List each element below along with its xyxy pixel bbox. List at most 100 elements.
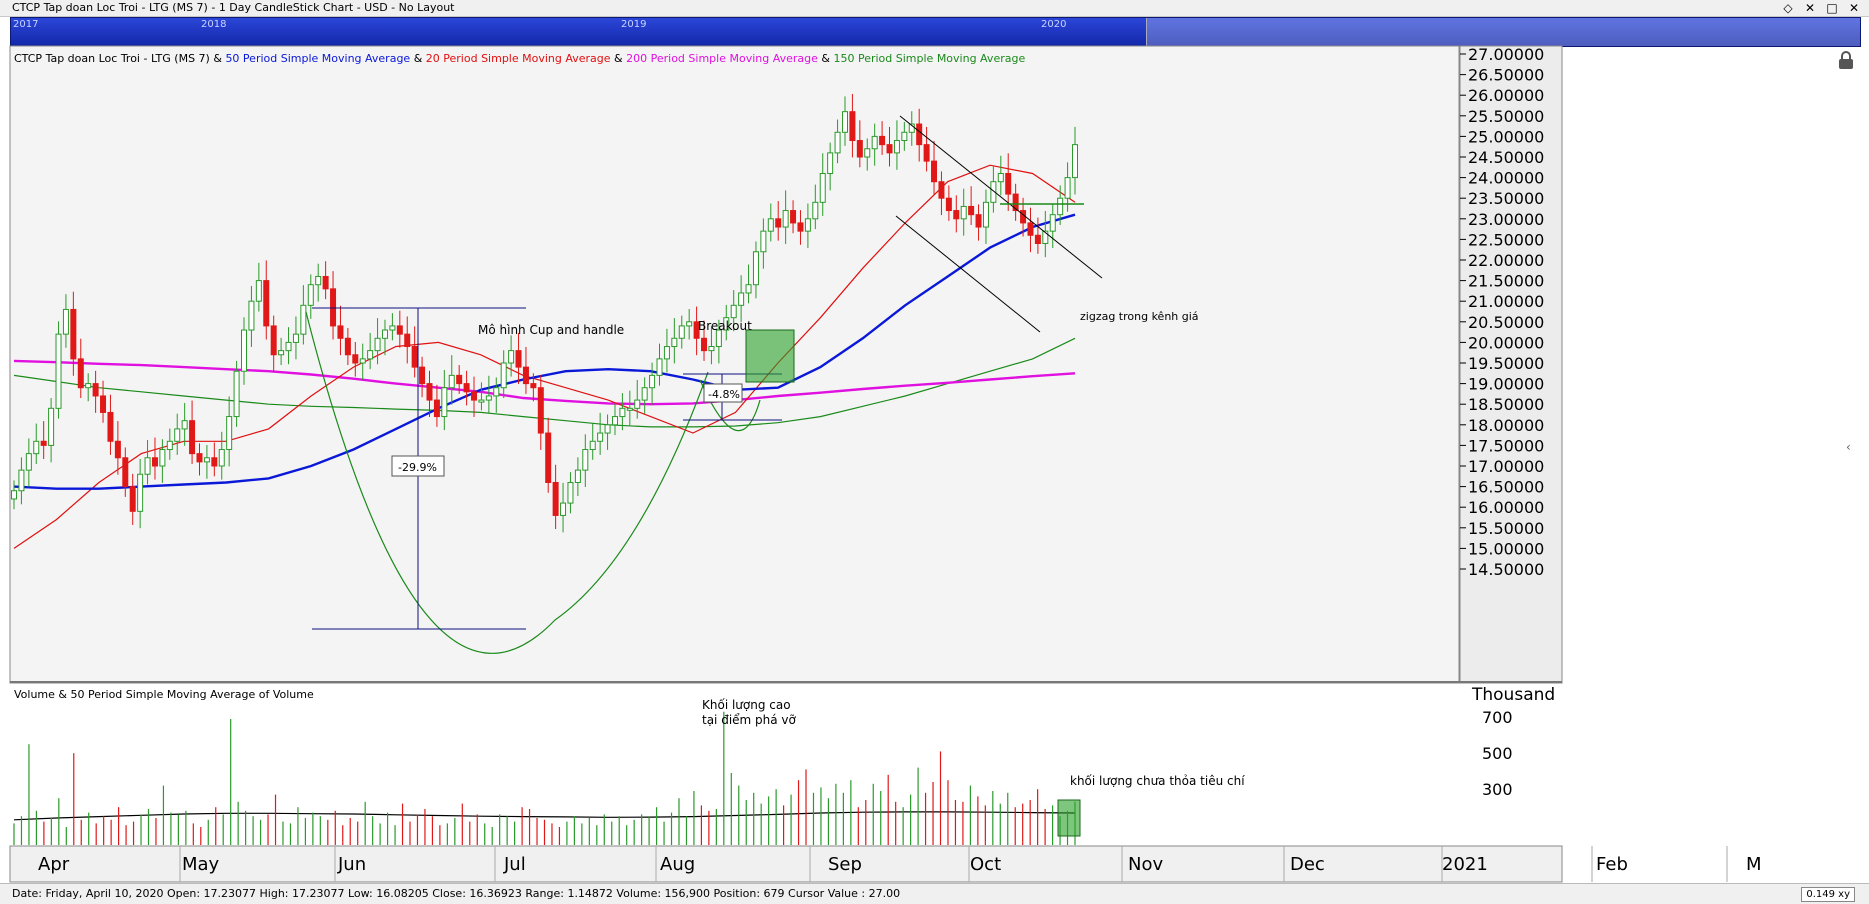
candle-body bbox=[626, 407, 633, 411]
price-tick-label: 27.00000 bbox=[1468, 45, 1544, 64]
candle-body bbox=[1027, 222, 1034, 236]
candle-body bbox=[278, 350, 285, 356]
price-tick-label: 23.00000 bbox=[1468, 210, 1544, 229]
candle-body bbox=[404, 333, 411, 348]
candle-body bbox=[1020, 210, 1027, 224]
candle-body bbox=[893, 140, 900, 154]
candle-body bbox=[790, 210, 797, 224]
candle-body bbox=[916, 123, 923, 146]
maximize-icon[interactable]: □ bbox=[1826, 1, 1838, 15]
overview-year-2020: 2020 bbox=[1041, 19, 1067, 30]
candle-body bbox=[1034, 234, 1041, 245]
candle-body bbox=[159, 449, 166, 467]
low-volume-box bbox=[1057, 799, 1081, 837]
candle-body bbox=[374, 337, 381, 352]
candle-body bbox=[819, 172, 826, 203]
candle-body bbox=[203, 457, 210, 463]
candle-body bbox=[619, 407, 626, 418]
candle-body bbox=[463, 383, 470, 393]
candle-body bbox=[359, 358, 366, 364]
overview-selection-handle[interactable] bbox=[1146, 18, 1860, 46]
price-tick-label: 15.50000 bbox=[1468, 519, 1544, 538]
candle-body bbox=[241, 329, 248, 372]
channel-upper-line bbox=[899, 115, 1103, 279]
price-tick-label: 19.00000 bbox=[1468, 375, 1544, 394]
legend-item-5: & bbox=[817, 52, 834, 65]
candle-body bbox=[560, 502, 567, 516]
price-tick-label: 17.00000 bbox=[1468, 457, 1544, 476]
candle-body bbox=[100, 395, 107, 413]
candle-body bbox=[500, 362, 507, 389]
candle-body bbox=[693, 321, 700, 339]
candle-body bbox=[545, 432, 552, 483]
legend-item-6: 150 Period Simple Moving Average bbox=[833, 52, 1026, 65]
candle-body bbox=[1072, 144, 1078, 179]
candle-body bbox=[856, 140, 863, 158]
volume-unit-label: Thousand bbox=[1471, 685, 1555, 705]
price-tick-label: 20.00000 bbox=[1468, 333, 1544, 352]
candle-body bbox=[597, 432, 604, 442]
handle-pct-label: -4.8% bbox=[708, 388, 740, 401]
annotations: -29.9% -4.8% Breakout Mô hình Cup and handl… bbox=[305, 115, 1245, 837]
candle-body bbox=[760, 230, 767, 253]
candle-body bbox=[367, 350, 374, 360]
date-tick-label: Oct bbox=[970, 854, 1001, 875]
price-tick-label: 20.50000 bbox=[1468, 313, 1544, 332]
diamond-icon[interactable]: ◇ bbox=[1783, 1, 1793, 15]
chevron-right-icon[interactable]: ‹ bbox=[1846, 440, 1851, 454]
candle-body bbox=[1012, 193, 1019, 212]
price-tick-label: 23.50000 bbox=[1468, 189, 1544, 208]
candle-body bbox=[678, 325, 685, 339]
candle-body bbox=[389, 325, 396, 331]
candle-body bbox=[871, 135, 878, 150]
price-tick-label: 17.50000 bbox=[1468, 436, 1544, 455]
candle-body bbox=[48, 407, 55, 446]
candle-body bbox=[508, 350, 515, 364]
candle-body bbox=[582, 449, 589, 471]
sma50-line bbox=[13, 213, 1076, 490]
candle-body bbox=[411, 346, 418, 368]
candle-body bbox=[307, 284, 314, 306]
candle-body bbox=[574, 469, 581, 483]
lock-icon[interactable] bbox=[1836, 50, 1856, 70]
candle-body bbox=[589, 440, 596, 451]
candle-body bbox=[426, 383, 433, 401]
price-tick-label: 25.50000 bbox=[1468, 107, 1544, 126]
candle-body bbox=[25, 453, 32, 471]
candle-body bbox=[92, 383, 99, 397]
candle-body bbox=[611, 416, 618, 426]
price-tick-label: 18.00000 bbox=[1468, 416, 1544, 435]
price-tick-label: 26.50000 bbox=[1468, 66, 1544, 85]
price-tick-label: 25.00000 bbox=[1468, 127, 1544, 146]
pin-icon[interactable]: ✕ bbox=[1804, 1, 1816, 15]
candle-body bbox=[292, 333, 299, 343]
candle-body bbox=[18, 469, 25, 492]
zoom-indicator[interactable]: 0.149 xy bbox=[1801, 887, 1855, 902]
candle-body bbox=[775, 218, 782, 228]
candle-body bbox=[233, 370, 240, 418]
candle-body bbox=[745, 284, 752, 294]
price-tick-label: 19.50000 bbox=[1468, 354, 1544, 373]
candle-body bbox=[344, 337, 351, 356]
price-tick-label: 14.50000 bbox=[1468, 560, 1544, 579]
candle-body bbox=[11, 490, 17, 500]
candle-body bbox=[738, 292, 745, 306]
vol-low-label: khối lượng chưa thỏa tiêu chí bbox=[1070, 774, 1245, 788]
candle-body bbox=[730, 304, 737, 319]
date-tick-label: Dec bbox=[1290, 854, 1325, 875]
overview-navigator[interactable]: 2017 2018 2019 2020 bbox=[10, 17, 1861, 47]
candle-body bbox=[285, 341, 292, 352]
candle-body bbox=[114, 440, 121, 459]
legend-item-2: 20 Period Simple Moving Average bbox=[425, 52, 611, 65]
cup-curve bbox=[305, 311, 709, 654]
close-icon[interactable]: ✕ bbox=[1848, 1, 1860, 15]
price-tick-label: 18.50000 bbox=[1468, 395, 1544, 414]
candle-body bbox=[137, 473, 144, 512]
candle-body bbox=[77, 358, 84, 389]
legend-base: CTCP Tap doan Loc Troi - LTG (MS 7) & bbox=[14, 52, 226, 65]
candle-body bbox=[493, 387, 500, 397]
candle-body bbox=[701, 337, 708, 352]
candle-body bbox=[715, 329, 722, 348]
overview-year-2017: 2017 bbox=[13, 19, 39, 30]
